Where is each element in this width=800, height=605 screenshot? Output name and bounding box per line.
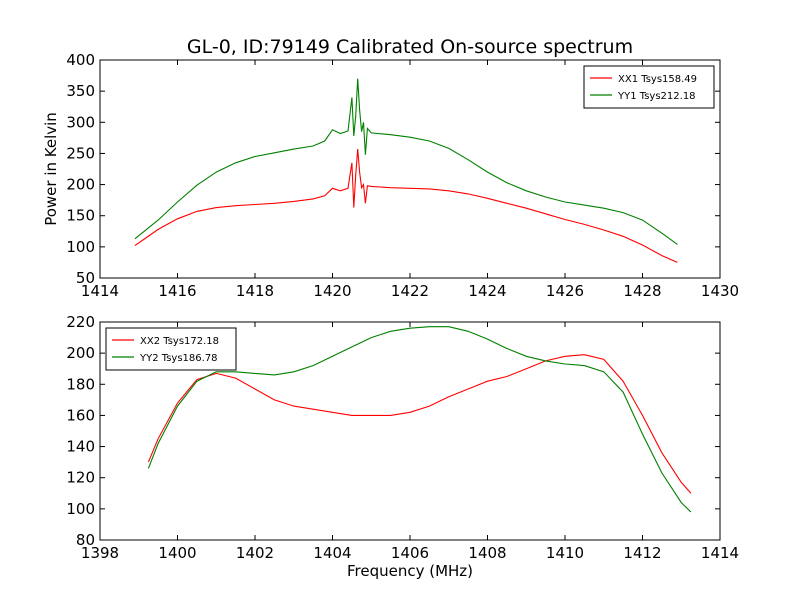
y-tick-label: 80 [76,531,95,549]
y-tick-label: 150 [66,207,95,225]
y-tick-label: 120 [66,469,95,487]
legend-box [583,65,715,109]
legend-box [105,327,237,371]
x-tick-label: 1420 [313,282,351,300]
x-tick-label: 1424 [468,282,506,300]
y-tick-label: 140 [66,438,95,456]
x-tick-label: 1398 [81,544,119,562]
x-tick-label: 1414 [81,282,119,300]
y-tick-label: 220 [66,313,95,331]
x-tick-label: 1422 [391,282,429,300]
x-axis-label: Frequency (MHz) [347,562,473,580]
x-tick-label: 1404 [313,544,351,562]
y-tick-label: 180 [66,375,95,393]
series-line-1-1 [134,149,678,263]
y-tick-label: 160 [66,406,95,424]
series-line-2-2 [147,326,692,513]
y-tick-label: 250 [66,144,95,162]
x-tick-label: 1426 [546,282,584,300]
x-tick-label: 1418 [236,282,274,300]
top-panel: 1414 1416 1418 1420 1422 1424 1426 1428 1430 50 10… [42,51,739,300]
x-tick-label: 1400 [158,544,196,562]
legend-label: XX2 Tsys172.18 [140,336,219,347]
y-tick-label: 50 [76,269,95,287]
y-tick-label: 350 [66,82,95,100]
legend-label: YY2 Tsys186.78 [139,353,218,364]
x-tick-label: 1416 [158,282,196,300]
x-tick-label: 1408 [468,544,506,562]
x-tick-label: 1414 [701,544,739,562]
y-tick-label: 400 [66,51,95,69]
x-tick-label: 1430 [701,282,739,300]
x-tick-label: 1412 [623,544,661,562]
x-tick-label: 1406 [391,544,429,562]
y-tick-label: 200 [66,344,95,362]
bottom-panel: 1398 1400 1402 1404 1406 1408 1410 1412 1414 80 10… [66,313,739,580]
series-line-2-1 [147,354,692,494]
legend-label: XX1 Tsys158.49 [618,74,697,85]
chart-title: GL-0, ID:79149 Calibrated On-source spec… [187,36,633,58]
x-tick-label: 1410 [546,544,584,562]
legend-label: YY1 Tsys212.18 [617,91,696,102]
y-tick-label: 200 [66,176,95,194]
y-axis-label: Power in Kelvin [42,112,60,226]
y-tick-label: 100 [66,500,95,518]
x-tick-label: 1428 [623,282,661,300]
series-line-1-2 [134,78,678,245]
y-tick-label: 300 [66,113,95,131]
y-tick-label: 100 [66,238,95,256]
x-tick-label: 1402 [236,544,274,562]
